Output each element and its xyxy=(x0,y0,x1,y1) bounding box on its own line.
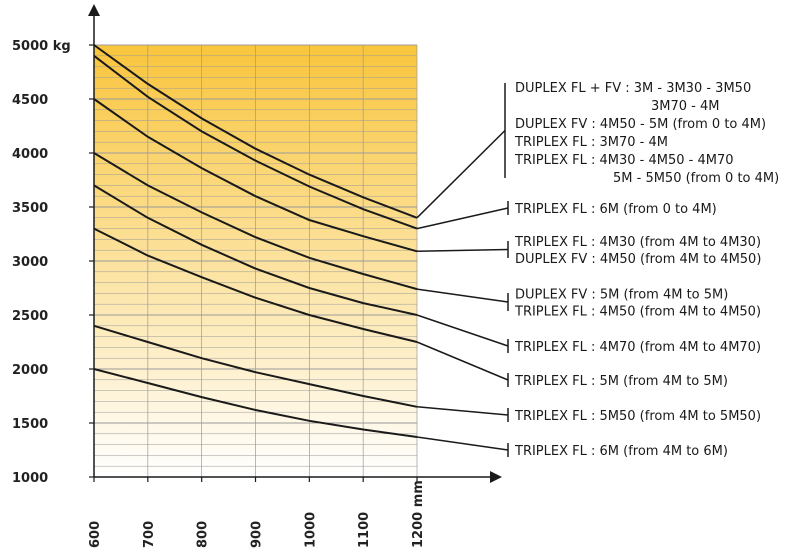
series-line-8 xyxy=(93,368,418,438)
legend-item-8: TRIPLEX FL : 6M (from 4M to 6M) xyxy=(416,436,728,459)
legend-item-5: TRIPLEX FL : 4M70 (from 4M to 4M70) xyxy=(416,314,761,355)
series-line-1 xyxy=(93,44,418,219)
legend-leader xyxy=(416,436,509,451)
series-line-4 xyxy=(93,152,418,291)
axes xyxy=(88,4,502,483)
legend-leader xyxy=(416,341,509,381)
legend-item-3: TRIPLEX FL : 4M30 (from 4M to 4M30) DUPLE… xyxy=(416,235,761,267)
series-line-3 xyxy=(93,98,418,253)
legend-item-4: DUPLEX FV : 5M (from 4M to 5M) TRIPLEX FL… xyxy=(416,288,761,320)
y-tick-label: 2000 xyxy=(12,363,48,378)
legend-label: DUPLEX FV : 4M50 (from 4M to 4M50) xyxy=(515,252,761,267)
x-tick-label: 800 xyxy=(196,521,211,548)
legend-leader xyxy=(416,129,506,219)
legend: DUPLEX FL + FV : 3M - 3M30 - 3M50 3M70 - … xyxy=(416,81,779,459)
series-line-7 xyxy=(93,324,418,408)
x-tick-label: 700 xyxy=(142,521,157,548)
legend-label: TRIPLEX FL : 5M50 (from 4M to 5M50) xyxy=(514,409,761,424)
legend-label: TRIPLEX FL : 4M70 (from 4M to 4M70) xyxy=(514,340,761,355)
legend-label: TRIPLEX FL : 5M (from 4M to 5M) xyxy=(514,374,728,389)
legend-label: TRIPLEX FL : 6M (from 4M to 6M) xyxy=(514,444,728,459)
legend-label: 5M - 5M50 (from 0 to 4M) xyxy=(613,171,779,186)
legend-leader xyxy=(416,288,509,303)
legend-item-7: TRIPLEX FL : 5M50 (from 4M to 5M50) xyxy=(416,406,761,424)
y-tick-labels: 1000 1500 2000 2500 3000 3500 4000 4500 5000 kg xyxy=(12,39,71,486)
legend-leader xyxy=(416,314,509,347)
x-tick-label: 600 xyxy=(88,521,103,548)
series-lines xyxy=(93,44,418,438)
series-line-2 xyxy=(93,55,418,230)
x-tick-labels: 600 700 800 900 1000 1100 1200 mm xyxy=(88,480,426,548)
grid xyxy=(94,44,418,477)
series-line-5 xyxy=(93,184,418,316)
legend-label: DUPLEX FV : 5M (from 4M to 5M) xyxy=(515,288,728,303)
legend-item-2: TRIPLEX FL : 6M (from 0 to 4M) xyxy=(416,201,717,230)
legend-leader xyxy=(416,406,509,416)
legend-label: 3M70 - 4M xyxy=(651,99,719,114)
x-tick-label: 1200 mm xyxy=(411,480,426,548)
legend-leader xyxy=(416,248,509,253)
y-tick-label: 4500 xyxy=(12,93,48,108)
y-tick-label: 1000 xyxy=(12,471,48,486)
legend-item-6: TRIPLEX FL : 5M (from 4M to 5M) xyxy=(416,341,728,389)
legend-leader xyxy=(416,207,509,230)
legend-label: TRIPLEX FL : 4M50 (from 4M to 4M50) xyxy=(514,305,761,320)
x-tick-label: 900 xyxy=(250,521,265,548)
y-tick-label: 2500 xyxy=(12,309,48,324)
legend-label: DUPLEX FV : 4M50 - 5M (from 0 to 4M) xyxy=(515,117,766,132)
y-tick-label: 4000 xyxy=(12,147,48,162)
legend-label: TRIPLEX FL : 3M70 - 4M xyxy=(514,135,668,150)
legend-label: TRIPLEX FL : 6M (from 0 to 4M) xyxy=(514,202,717,217)
legend-label: DUPLEX FL + FV : 3M - 3M30 - 3M50 xyxy=(515,81,751,96)
y-tick-label: 3000 xyxy=(12,255,48,270)
series-line-6 xyxy=(93,227,418,343)
y-tick-label: 1500 xyxy=(12,417,48,432)
legend-label: TRIPLEX FL : 4M30 (from 4M to 4M30) xyxy=(514,235,761,250)
y-tick-label: 3500 xyxy=(12,201,48,216)
legend-label: TRIPLEX FL : 4M30 - 4M50 - 4M70 xyxy=(514,153,734,168)
x-tick-label: 1000 xyxy=(303,512,318,548)
legend-item-1: DUPLEX FL + FV : 3M - 3M30 - 3M50 3M70 - … xyxy=(416,81,779,219)
x-tick-label: 1100 xyxy=(357,512,372,548)
y-tick-label: 5000 kg xyxy=(12,39,71,54)
